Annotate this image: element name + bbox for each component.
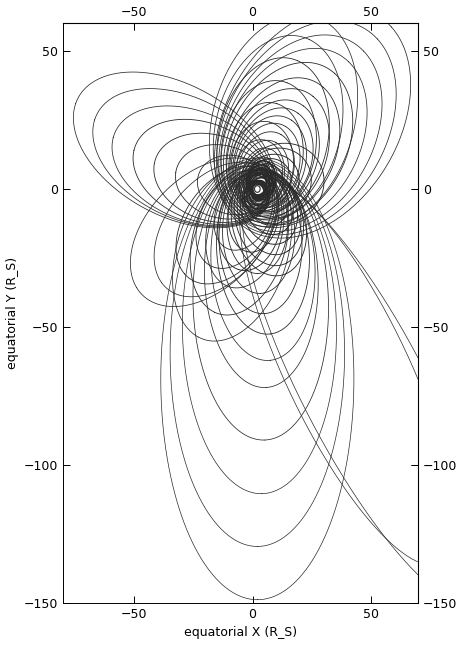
Y-axis label: equatorial Y (R_S): equatorial Y (R_S)	[6, 257, 19, 370]
Circle shape	[255, 186, 260, 192]
X-axis label: equatorial X (R_S): equatorial X (R_S)	[184, 626, 297, 639]
